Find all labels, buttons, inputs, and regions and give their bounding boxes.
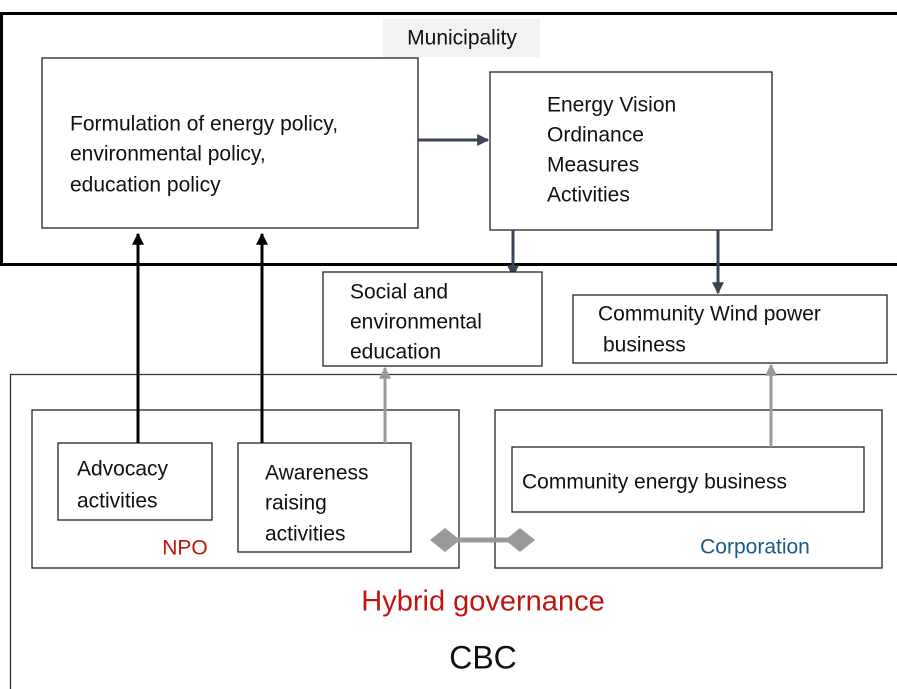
municipality-label: Municipality <box>407 27 517 50</box>
awareness-line: Awareness <box>265 462 369 485</box>
business-box <box>511 446 865 513</box>
cbc-label: CBC <box>449 639 517 675</box>
vision-box <box>489 71 773 231</box>
municipality-label-bg <box>383 19 540 57</box>
connector-diamond <box>505 528 535 552</box>
policy-line: education policy <box>70 174 221 197</box>
advocacy-box <box>57 442 213 521</box>
governance-label: Hybrid governance <box>361 586 604 618</box>
vision-line: Ordinance <box>547 124 644 147</box>
awareness-line: activities <box>265 523 346 546</box>
education-line: environmental <box>350 311 482 334</box>
wind-line: business <box>603 334 686 357</box>
wind-box <box>572 294 888 364</box>
vision-line: Measures <box>547 154 639 177</box>
education-line: education <box>350 341 441 364</box>
policy-line: environmental policy, <box>70 143 266 166</box>
policy-box <box>41 57 419 229</box>
awareness-line: raising <box>265 492 327 515</box>
npo-label: NPO <box>162 537 208 560</box>
vision-line: Energy Vision <box>547 94 676 117</box>
education-line: Social and <box>350 281 448 304</box>
business-line: Community energy business <box>522 471 787 494</box>
wind-line: Community Wind power <box>598 303 821 326</box>
corporation-label: Corporation <box>700 536 810 559</box>
policy-line: Formulation of energy policy, <box>70 113 338 136</box>
vision-line: Activities <box>547 184 630 207</box>
advocacy-line: Advocacy <box>77 458 169 481</box>
cbc-frame <box>9 373 897 689</box>
awareness-box <box>237 442 412 553</box>
education-box <box>322 271 543 367</box>
connector-diamond <box>430 528 460 552</box>
advocacy-line: activities <box>77 490 158 513</box>
